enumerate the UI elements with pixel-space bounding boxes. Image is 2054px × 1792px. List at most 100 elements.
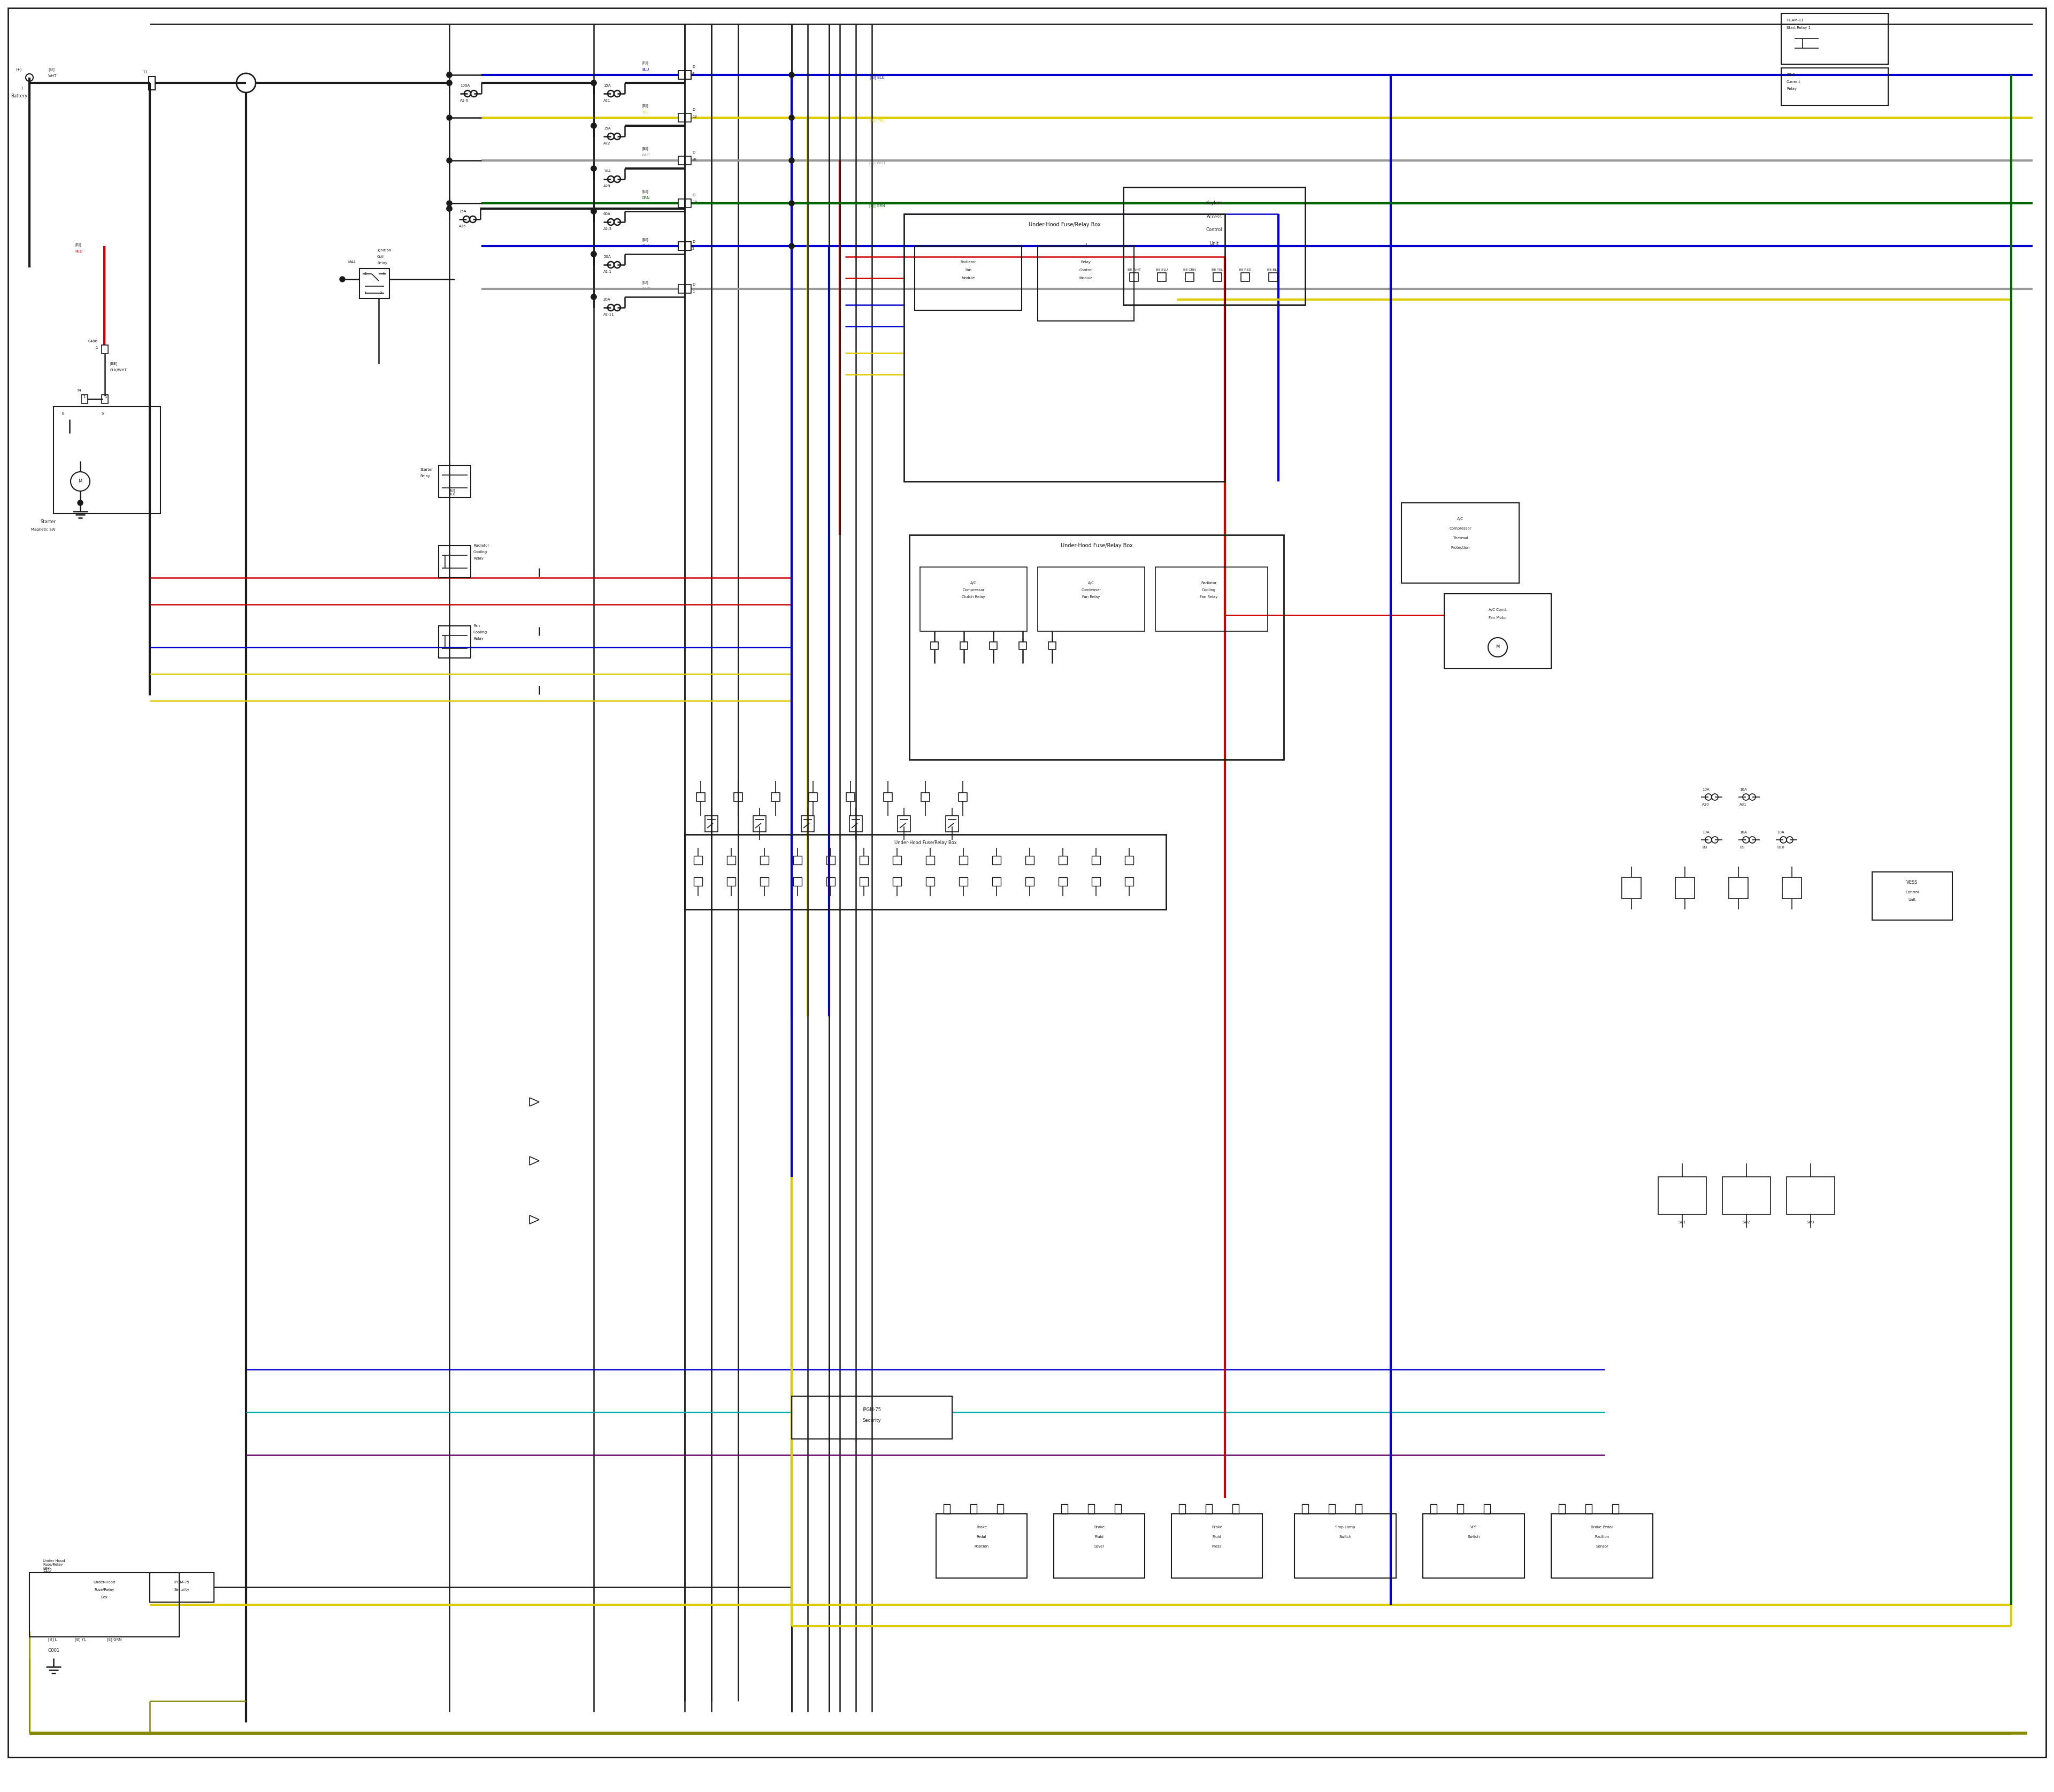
Text: 10A: 10A (1777, 831, 1785, 833)
Bar (859, 857, 869, 864)
Text: [EJ]: [EJ] (641, 281, 649, 285)
Bar (696, 792, 705, 801)
Text: VPF: VPF (1471, 1525, 1477, 1529)
Text: 100A: 100A (460, 84, 470, 88)
Circle shape (592, 124, 596, 129)
Text: Access: Access (1206, 215, 1222, 219)
Bar (801, 815, 813, 831)
Text: A2-3: A2-3 (604, 228, 612, 231)
Text: Relay: Relay (378, 262, 388, 265)
Text: [EJ]: [EJ] (641, 238, 649, 242)
Text: Stop Lamp: Stop Lamp (1335, 1525, 1356, 1529)
Bar (727, 857, 735, 864)
Bar (1559, 1503, 1565, 1514)
Bar (1025, 878, 1033, 885)
Text: Thermal: Thermal (1452, 536, 1469, 539)
Text: B8 TEL: B8 TEL (1212, 269, 1222, 271)
Text: B8 BLK: B8 BLK (1267, 269, 1280, 271)
Bar (1048, 642, 1056, 649)
Circle shape (446, 81, 452, 86)
Bar (440, 466, 470, 498)
Bar (1430, 1503, 1436, 1514)
Text: Pedal: Pedal (976, 1536, 986, 1539)
Bar (1058, 857, 1068, 864)
Text: Module: Module (1078, 276, 1093, 280)
Text: Ignition: Ignition (378, 249, 390, 253)
Bar (850, 815, 863, 831)
Text: Sw2: Sw2 (1742, 1220, 1750, 1224)
Bar (1171, 1514, 1263, 1579)
Text: Module: Module (961, 276, 976, 280)
Text: Position: Position (974, 1545, 988, 1548)
Bar (1179, 1503, 1185, 1514)
Text: Position: Position (1594, 1536, 1608, 1539)
Bar (920, 566, 1027, 631)
Text: 1: 1 (364, 292, 366, 294)
Text: Under-Hood: Under-Hood (92, 1581, 115, 1584)
Text: A2-1: A2-1 (604, 271, 612, 274)
Text: 28: 28 (692, 158, 696, 161)
Bar (1329, 1503, 1335, 1514)
Bar (926, 878, 935, 885)
Text: 10A: 10A (1740, 831, 1746, 833)
Text: 10A: 10A (1740, 788, 1746, 790)
Bar (926, 857, 935, 864)
Bar (791, 1396, 953, 1439)
Text: A22: A22 (604, 142, 610, 145)
Bar (684, 199, 690, 208)
Text: Compressor: Compressor (963, 588, 984, 591)
Bar (82, 394, 88, 403)
Bar (1783, 878, 1801, 898)
Text: S: S (101, 412, 105, 416)
Bar (1729, 878, 1748, 898)
Text: Relay: Relay (419, 475, 429, 478)
Bar (148, 77, 156, 90)
Text: Control: Control (1078, 269, 1093, 272)
Text: Cooling: Cooling (472, 631, 487, 634)
Bar (684, 156, 690, 165)
Text: 15A: 15A (458, 210, 466, 213)
Text: Fan Motor: Fan Motor (1489, 616, 1508, 620)
Text: D: D (692, 283, 694, 287)
Text: Protection: Protection (1450, 547, 1471, 550)
Text: Under Hood
Fuse/Relay
Box: Under Hood Fuse/Relay Box (43, 1559, 66, 1570)
Bar (684, 70, 690, 79)
Bar (1089, 1503, 1095, 1514)
Bar (678, 70, 684, 79)
Bar (440, 625, 470, 658)
Text: YEL: YEL (641, 111, 649, 115)
Bar (150, 1573, 214, 1602)
Text: [E] GRN: [E] GRN (107, 1638, 121, 1641)
Text: Magnetic SW: Magnetic SW (31, 529, 55, 530)
Bar (1676, 878, 1695, 898)
Text: [EI]: [EI] (47, 68, 55, 72)
Bar (1019, 642, 1027, 649)
Circle shape (592, 81, 596, 86)
Text: [B] L: [B] L (47, 1638, 58, 1641)
Text: 8: 8 (692, 72, 694, 75)
Circle shape (446, 72, 452, 77)
Text: (+): (+) (16, 68, 23, 72)
Text: ELD: ELD (43, 1568, 51, 1572)
Text: M44: M44 (347, 260, 355, 263)
Text: GRN: GRN (641, 197, 651, 199)
Bar (959, 792, 967, 801)
Text: A29: A29 (604, 185, 610, 188)
Text: B9: B9 (1740, 846, 1744, 849)
Circle shape (789, 201, 795, 206)
Bar (992, 878, 1000, 885)
Text: A16: A16 (458, 224, 466, 228)
Bar (684, 835, 1167, 909)
Text: WHT: WHT (641, 154, 651, 156)
Bar (793, 878, 801, 885)
Bar (1456, 1503, 1462, 1514)
Bar (1723, 1177, 1771, 1215)
Bar (1551, 1514, 1653, 1579)
Bar (959, 642, 967, 649)
Text: Fuse/Relay: Fuse/Relay (94, 1588, 115, 1591)
Bar (440, 545, 470, 577)
Bar (943, 1503, 949, 1514)
Bar (910, 536, 1284, 760)
Text: Radiator: Radiator (961, 260, 976, 263)
Bar (678, 70, 684, 79)
